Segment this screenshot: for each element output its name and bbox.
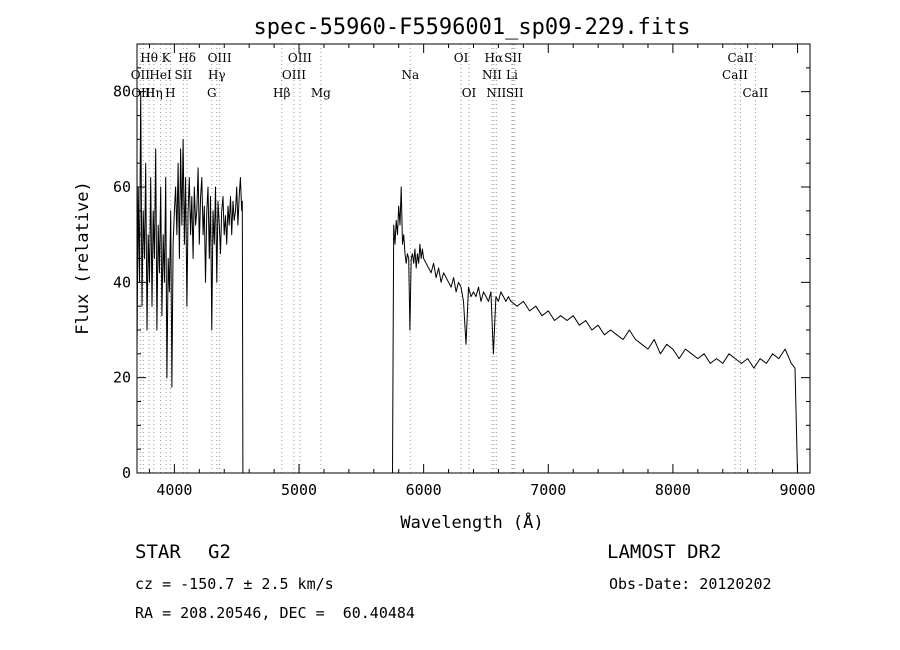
line-marker-label: Hβ	[273, 86, 290, 100]
x-tick-label: 9000	[779, 481, 815, 499]
plot-frame	[136, 43, 811, 474]
line-marker-label: NII	[486, 86, 506, 100]
line-marker-label: Hδ	[178, 51, 196, 65]
line-marker-label: CaII	[742, 86, 768, 100]
line-marker-label: Hη	[145, 86, 163, 100]
y-tick-label: 40	[113, 273, 131, 291]
x-tick-label: 6000	[406, 481, 442, 499]
y-tick-label: 0	[122, 464, 131, 482]
line-marker-label: OII	[131, 68, 151, 82]
line-markers-group	[139, 44, 756, 473]
line-marker-label: Li	[506, 68, 518, 82]
x-axis-title: Wavelength (Å)	[400, 511, 543, 533]
line-marker-label: Hθ	[140, 51, 158, 65]
chart-title: spec-55960-F5596001_sp09-229.fits	[253, 15, 690, 40]
line-marker-label: OI	[454, 51, 469, 65]
line-marker-label: OI	[462, 86, 477, 100]
line-marker-label: SII	[506, 86, 524, 100]
axis-ticks-group: 4000 5000 6000 7000 8000 9000 0 20 40 60 80	[113, 44, 816, 499]
y-tick-label: 60	[113, 178, 131, 196]
line-marker-label: OIII	[288, 51, 312, 65]
line-marker-label: H	[165, 86, 175, 100]
y-tick-label: 80	[113, 83, 131, 101]
line-marker-label: SII	[504, 51, 522, 65]
object-class: STAR	[135, 541, 181, 563]
line-marker-label: SII	[175, 68, 193, 82]
spectrum-series	[136, 91, 798, 474]
line-marker-label: OIII	[282, 68, 306, 82]
coordinates: RA = 208.20546, DEC = 60.40484	[135, 604, 415, 622]
x-tick-label: 4000	[156, 481, 192, 499]
line-marker-label: G	[207, 86, 217, 100]
spectrum-segment-1	[392, 186, 798, 474]
line-marker-label: OIII	[208, 51, 232, 65]
line-marker-label: Hγ	[208, 68, 226, 82]
obs-date: Obs-Date: 20120202	[609, 575, 772, 593]
line-marker-label: NII	[482, 68, 502, 82]
line-marker-label: Mg	[311, 86, 331, 100]
cz-value: cz = -150.7 ± 2.5 km/s	[135, 575, 334, 593]
object-subclass: G2	[208, 541, 231, 563]
spectrum-segment-0	[136, 91, 244, 474]
x-tick-label: 5000	[281, 481, 317, 499]
y-axis-title: Flux (relative)	[73, 181, 93, 335]
line-marker-label: Hα	[485, 51, 504, 65]
y-tick-label: 20	[113, 369, 131, 387]
x-tick-label: 8000	[655, 481, 691, 499]
line-marker-label: Na	[401, 68, 419, 82]
line-marker-label: CaII	[722, 68, 748, 82]
survey-name: LAMOST DR2	[607, 541, 722, 563]
line-marker-label: K	[162, 51, 172, 65]
line-marker-label: HeI	[149, 68, 172, 82]
x-tick-label: 7000	[530, 481, 566, 499]
line-marker-label: CaII	[728, 51, 754, 65]
